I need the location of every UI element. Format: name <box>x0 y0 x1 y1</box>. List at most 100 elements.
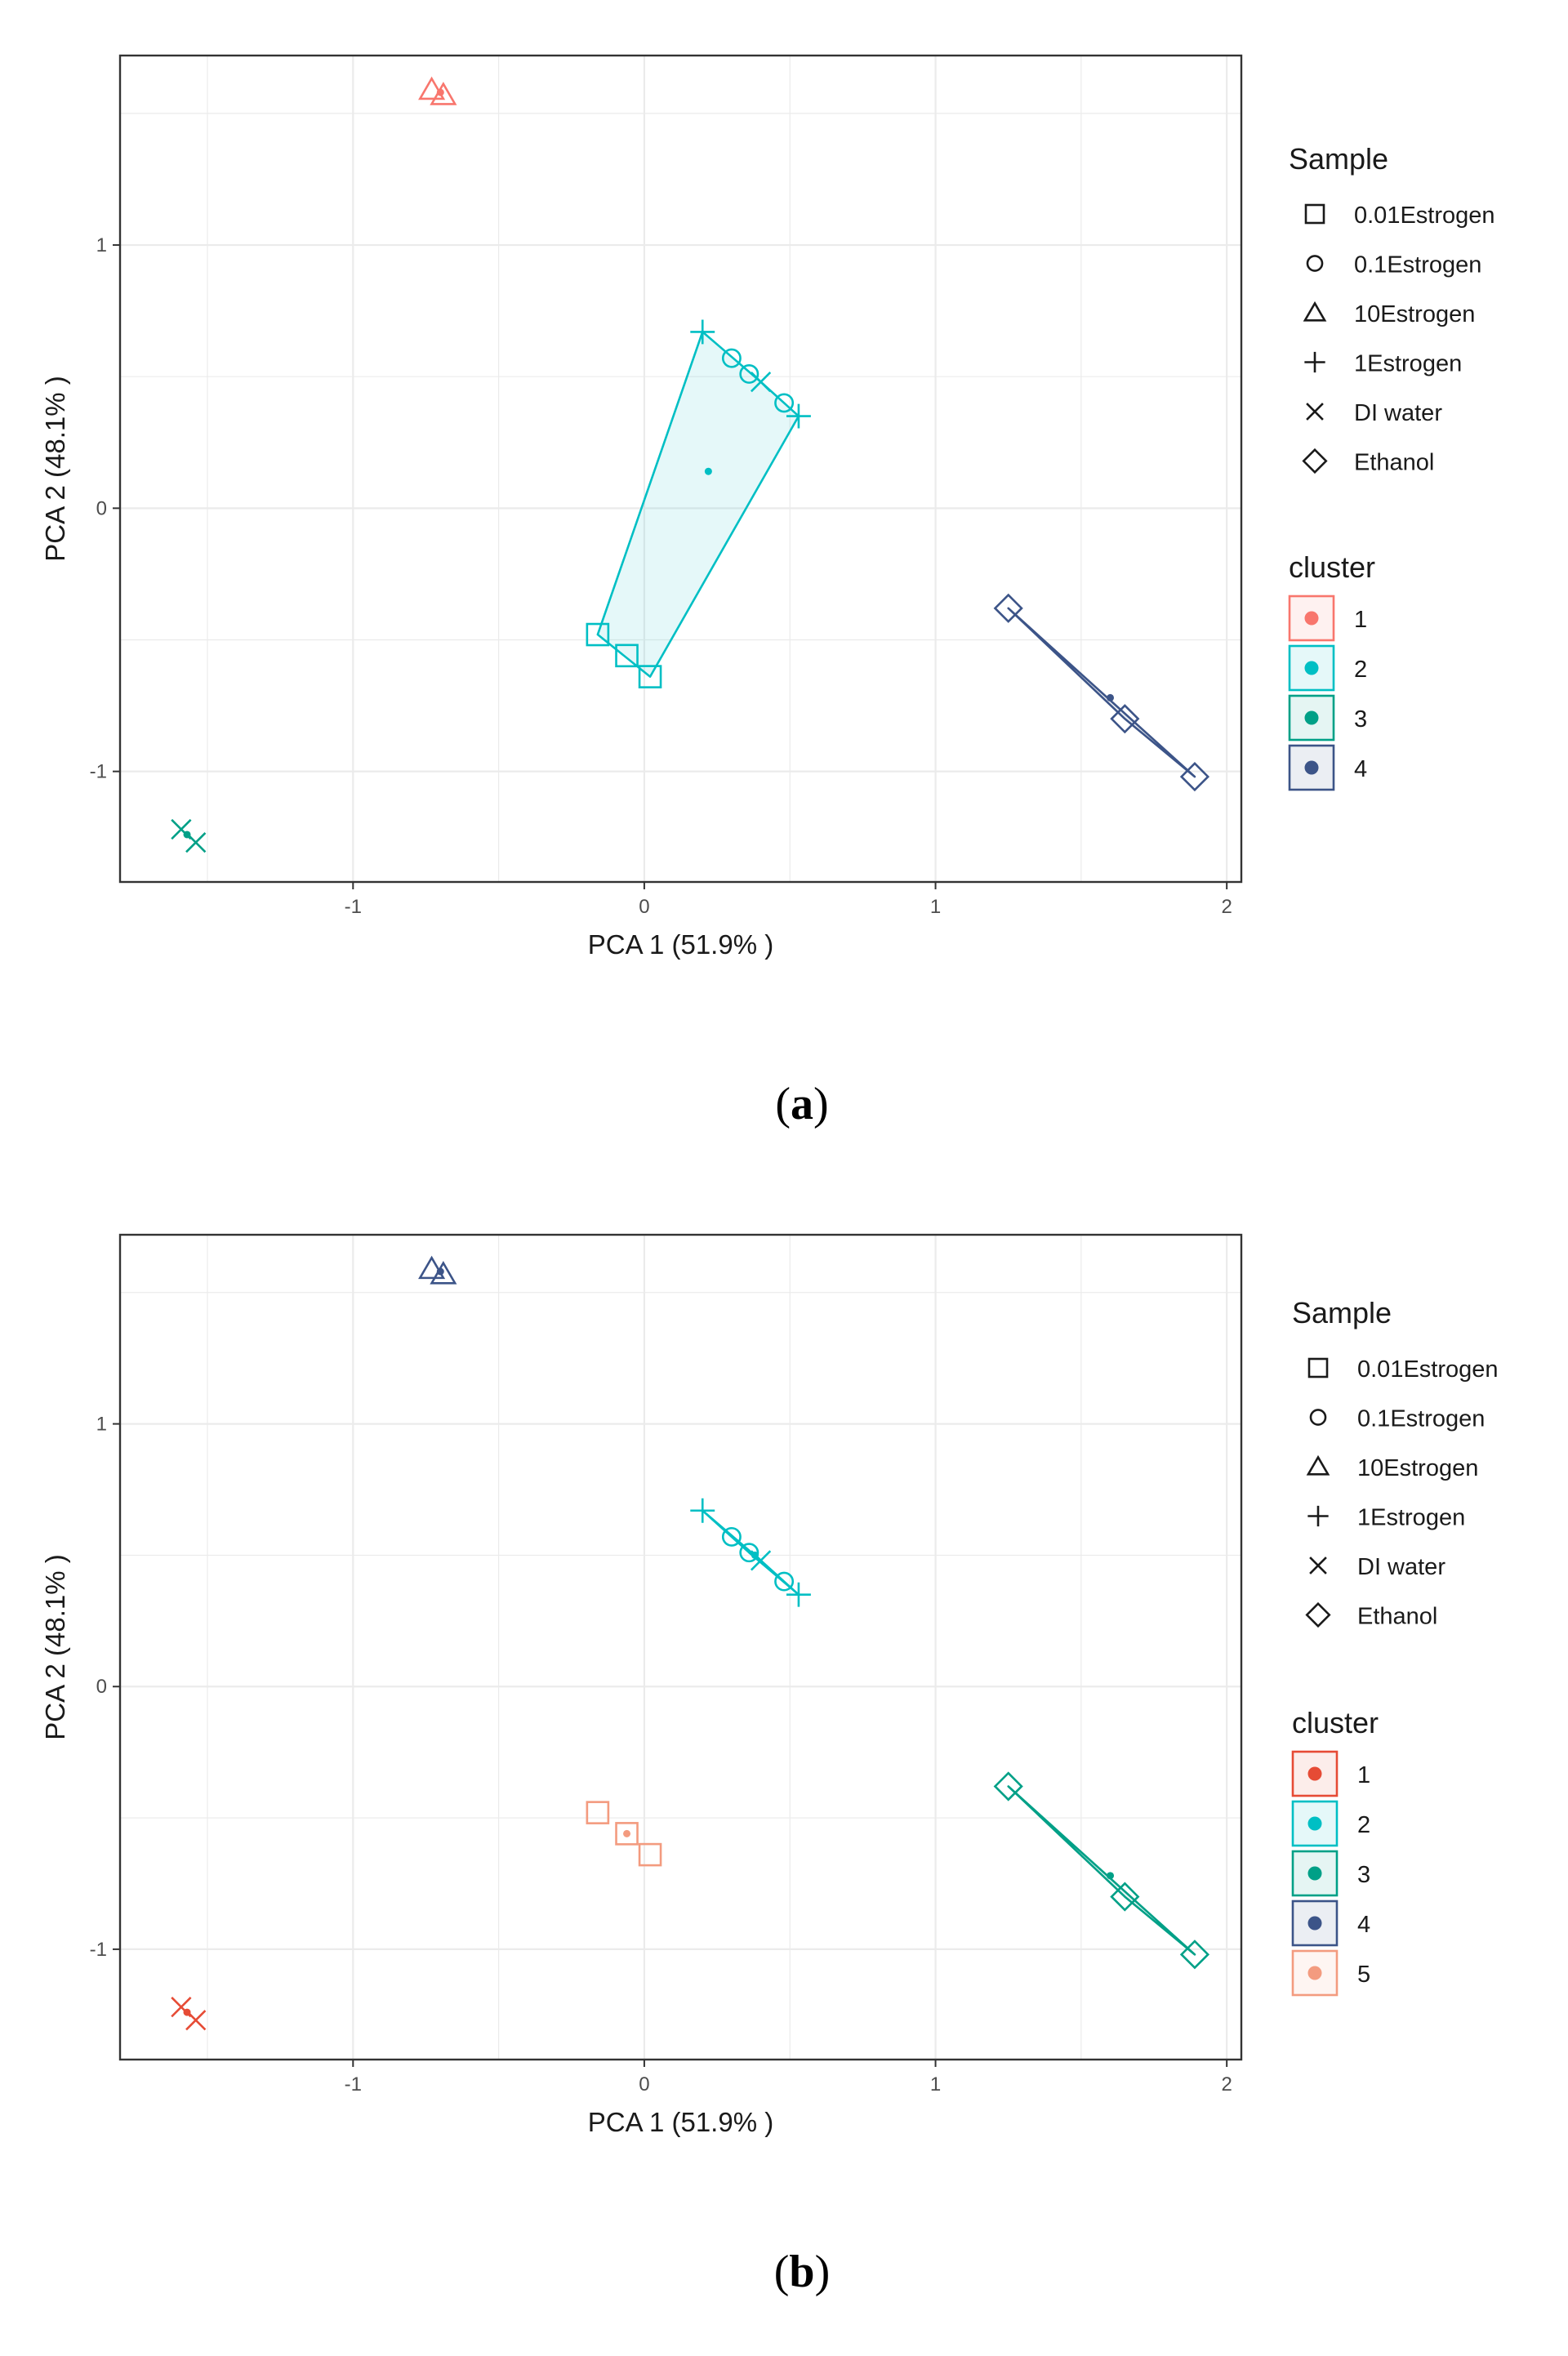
data-point <box>1110 1882 1140 1912</box>
cluster-legend: cluster 1 2 3 4 5 <box>1291 1706 1379 1997</box>
y-axis-title: PCA 2 (48.1% ) <box>40 1554 70 1739</box>
panel-b: -1 0 1 2 -1 0 1 PCA 1 (51.9% ) PCA 2 (48.1% ) Sam… <box>40 1233 1499 2297</box>
cluster-hull <box>596 331 800 678</box>
cluster-legend-item: 4 <box>1288 744 1367 791</box>
panel-label-open: ( <box>775 1079 791 1129</box>
cluster-center <box>623 1829 631 1837</box>
sample-legend-label: 0.01Estrogen <box>1357 1356 1499 1383</box>
sample-legend: Sample 0.01Estrogen 0.1Estrogen 10Estrogen 1… <box>1289 142 1495 476</box>
x-tick-label: -1 <box>345 2073 362 2095</box>
cluster-center <box>704 467 712 475</box>
x-tick-label: 1 <box>930 2073 941 2095</box>
plot-border <box>118 1233 1243 2061</box>
sample-legend-item: 10Estrogen <box>1303 301 1475 327</box>
sample-legend-item: DI water <box>1309 1554 1446 1580</box>
cluster-legend-item: 2 <box>1291 1800 1370 1847</box>
diamond-icon <box>1302 448 1328 474</box>
cluster-key-dot <box>1304 710 1319 725</box>
y-axis-title: PCA 2 (48.1% ) <box>40 376 70 561</box>
sample-legend: Sample 0.01Estrogen 0.1Estrogen 10Estrogen 1… <box>1292 1296 1499 1630</box>
cluster-legend-item: 2 <box>1288 644 1367 692</box>
cluster-key-dot <box>1304 760 1319 775</box>
data-point <box>586 1801 610 1824</box>
cluster-key-dot <box>1304 611 1319 626</box>
sample-legend-item: DI water <box>1306 400 1442 426</box>
cross-icon <box>1309 1557 1327 1574</box>
data-point <box>739 1543 760 1563</box>
data-point <box>638 1842 662 1867</box>
data-point <box>774 1571 795 1592</box>
cluster-2 <box>586 319 811 688</box>
cluster-1 <box>418 76 457 105</box>
sample-legend-label: 10Estrogen <box>1354 301 1475 327</box>
square-icon <box>1304 203 1325 225</box>
data-point <box>739 364 760 384</box>
sample-legend-title: Sample <box>1292 1296 1392 1329</box>
y-tick-label: 1 <box>96 1414 107 1436</box>
cluster-legend-item: 3 <box>1288 694 1367 742</box>
panel-label-letter: b <box>789 2247 814 2297</box>
cluster-4 <box>993 593 1210 792</box>
x-tick-label: 1 <box>930 896 941 918</box>
cluster-2 <box>690 1498 811 1607</box>
y-tick-label: 0 <box>96 497 107 519</box>
cluster-key-dot <box>1304 661 1319 675</box>
gridlines <box>120 1235 1241 2060</box>
sample-legend-item: 1Estrogen <box>1307 1505 1465 1531</box>
sample-legend-item: Ethanol <box>1302 448 1434 476</box>
sample-legend-label: 1Estrogen <box>1354 351 1462 377</box>
data-point <box>615 1822 639 1846</box>
data-point <box>993 1771 1023 1802</box>
cluster-center <box>751 1551 759 1559</box>
panel-label: (b) <box>774 2247 830 2297</box>
cluster-legend-label: 4 <box>1357 1912 1370 1938</box>
cluster-legend-label: 4 <box>1354 756 1367 782</box>
panel-label: (a) <box>775 1079 828 1129</box>
sample-legend-item: 0.1Estrogen <box>1306 252 1481 278</box>
x-tick-label: -1 <box>345 896 362 918</box>
cluster-legend-label: 5 <box>1357 1962 1370 1988</box>
cluster-hull <box>1007 1785 1196 1956</box>
data-point <box>721 1526 742 1547</box>
cross-icon <box>1306 403 1324 421</box>
cluster-legend-label: 1 <box>1357 1762 1370 1788</box>
panel-label-close: ) <box>813 1079 829 1129</box>
cluster-center <box>436 88 444 96</box>
x-tick-label: 0 <box>639 896 649 918</box>
sample-legend-label: 0.01Estrogen <box>1354 203 1495 229</box>
x-tick-label: 0 <box>639 2073 649 2095</box>
sample-legend-item: 0.1Estrogen <box>1309 1406 1485 1432</box>
sample-legend-label: 0.1Estrogen <box>1357 1406 1485 1432</box>
plot-background <box>120 56 1241 882</box>
y-tick-label: 0 <box>96 1676 107 1698</box>
cluster-legend-item: 5 <box>1291 1949 1370 1997</box>
x-tick-label: 2 <box>1221 2073 1232 2095</box>
cluster-legend-item: 3 <box>1291 1850 1370 1897</box>
sample-legend-item: 1Estrogen <box>1304 351 1462 377</box>
cluster-3 <box>993 1771 1210 1970</box>
data-point <box>418 76 446 100</box>
sample-legend-item: Ethanol <box>1305 1601 1437 1630</box>
plot-background <box>120 1235 1241 2060</box>
cluster-center <box>436 1267 444 1276</box>
cluster-legend-label: 1 <box>1354 607 1367 633</box>
triangle-icon <box>1303 301 1327 322</box>
y-tick-label: -1 <box>90 761 107 783</box>
circle-icon <box>1306 255 1324 272</box>
sample-legend-label: 10Estrogen <box>1357 1455 1478 1481</box>
cluster-legend-label: 2 <box>1357 1812 1370 1838</box>
sample-legend-label: DI water <box>1357 1554 1446 1580</box>
cluster-center <box>1107 693 1115 701</box>
data-point <box>1179 1940 1210 1970</box>
circle-icon <box>1309 1409 1327 1426</box>
cluster-center <box>1107 1872 1115 1880</box>
panel-a: -1 0 1 2 -1 0 1 PCA 1 (51.9% ) PCA 2 (48.1% ) Sam… <box>40 54 1495 1129</box>
data-point <box>786 403 811 429</box>
data-point <box>721 348 742 368</box>
y-tick-label: 1 <box>96 234 107 256</box>
cluster-key-dot <box>1307 1766 1322 1781</box>
sample-legend-label: DI water <box>1354 400 1442 426</box>
x-axis-title: PCA 1 (51.9% ) <box>588 929 773 960</box>
cluster-hull <box>1007 607 1196 778</box>
plus-icon <box>1304 351 1325 373</box>
